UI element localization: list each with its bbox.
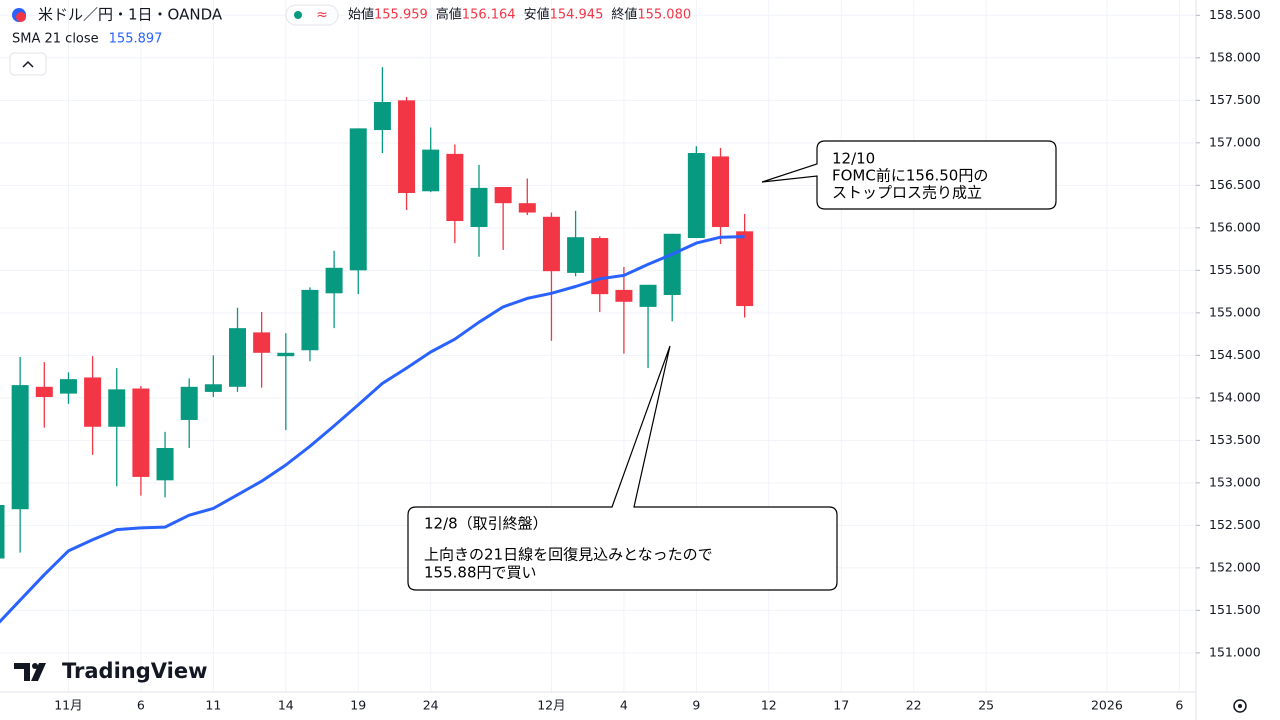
sma-line — [0, 235, 745, 624]
brand-name[interactable]: TradingView — [62, 659, 207, 683]
candle-body — [84, 377, 102, 427]
x-tick-label: 2026 — [1091, 698, 1123, 713]
candle-body — [518, 203, 536, 213]
candle-body — [446, 153, 464, 222]
y-tick-label: 158.000 — [1209, 49, 1261, 64]
y-tick-label: 157.000 — [1209, 134, 1261, 149]
y-tick-label: 155.500 — [1209, 262, 1261, 277]
y-tick-label: 157.500 — [1209, 92, 1261, 107]
y-tick-label: 151.000 — [1209, 644, 1261, 659]
symbol-flag — [16, 12, 26, 22]
indicator-value: 155.897 — [109, 32, 163, 47]
candle-body — [229, 328, 246, 387]
candle-body — [132, 388, 150, 477]
y-tick-label: 152.500 — [1209, 517, 1261, 532]
market-open-dot — [294, 11, 302, 19]
ohlc-value: 155.080 — [637, 8, 691, 23]
x-tick-label: 14 — [278, 698, 294, 713]
collapse-button[interactable] — [9, 52, 47, 76]
candle-body — [35, 386, 53, 398]
candle-body — [494, 187, 512, 204]
x-tick-label: 12 — [761, 698, 777, 713]
candle-body — [11, 385, 29, 510]
symbol-title[interactable]: 米ドル／円・1日・OANDA — [38, 6, 223, 24]
ohlc-legend: 始値 155.959 高値 156.164 安値 154.945 終値 155.080 — [348, 7, 691, 23]
x-tick-label: 22 — [906, 698, 922, 713]
candle-body — [180, 386, 198, 420]
y-tick-label: 154.500 — [1209, 347, 1261, 362]
status-icon: ≈ — [316, 7, 328, 23]
x-tick-label: 6 — [137, 698, 145, 713]
candle-body — [470, 187, 488, 227]
candle-body — [639, 284, 657, 307]
y-tick-label: 151.500 — [1209, 602, 1261, 617]
collapse-icon — [22, 60, 34, 68]
callout-box — [761, 140, 1057, 210]
ohlc-label: 安値 — [524, 7, 550, 23]
x-tick-label: 24 — [423, 698, 439, 713]
candle-body — [156, 448, 174, 481]
ohlc-label: 終値 — [611, 7, 637, 23]
ohlc-value: 154.945 — [550, 8, 604, 23]
x-tick-label: 12月 — [537, 698, 565, 713]
x-tick-label: 17 — [833, 698, 849, 713]
candle-body — [373, 102, 391, 131]
ohlc-label: 高値 — [436, 7, 462, 23]
candle-body — [253, 332, 271, 353]
x-tick-label: 6 — [1175, 698, 1183, 713]
candle-body — [59, 379, 77, 394]
callout-title: 12/8（取引終盤） — [424, 515, 548, 533]
callout-text: ストップロス売り成立 — [832, 184, 982, 202]
candle-body — [108, 389, 126, 427]
brand-logo — [14, 663, 46, 681]
settings-icon — [1238, 704, 1242, 708]
callout-text: 12/10 — [832, 150, 875, 168]
ohlc-value: 156.164 — [462, 8, 516, 23]
settings-button[interactable] — [1233, 699, 1247, 713]
ohlc-value: 155.959 — [374, 8, 428, 23]
y-tick-label: 154.000 — [1209, 389, 1261, 404]
ohlc-label: 始値 — [348, 7, 374, 23]
plot-area — [0, 67, 754, 624]
x-tick-label: 19 — [350, 698, 366, 713]
callout-text: 155.88円で買い — [424, 564, 537, 582]
candle-body — [591, 238, 609, 295]
candle-body — [736, 231, 754, 307]
candle-body — [204, 384, 222, 392]
candle-body — [277, 352, 295, 357]
x-tick-label: 4 — [620, 698, 628, 713]
candle-body — [567, 237, 585, 273]
candle-body — [663, 233, 681, 295]
x-tick-label: 11月 — [54, 698, 82, 713]
callout-text: FOMC前に156.50円の — [832, 167, 988, 185]
candle-body — [687, 153, 705, 239]
candle-body — [712, 156, 729, 227]
y-tick-label: 155.000 — [1209, 304, 1261, 319]
y-tick-label: 153.000 — [1209, 474, 1261, 489]
candle-body — [0, 504, 5, 559]
x-tick-label: 11 — [205, 698, 221, 713]
candle-body — [422, 149, 440, 192]
candle-body — [349, 128, 367, 271]
y-tick-label: 152.000 — [1209, 559, 1261, 574]
market-status[interactable] — [285, 4, 339, 26]
callout-box — [407, 345, 838, 591]
indicator-name[interactable]: SMA 21 close — [12, 32, 99, 47]
callout-text: 上向きの21日線を回復見込みとなったので — [424, 546, 713, 564]
x-tick-label: 9 — [692, 698, 700, 713]
y-tick-label: 153.500 — [1209, 432, 1261, 447]
y-tick-label: 156.000 — [1209, 219, 1261, 234]
x-tick-label: 25 — [978, 698, 994, 713]
candle-body — [542, 216, 560, 272]
candle-body — [398, 100, 416, 193]
candle-body — [301, 289, 319, 351]
candle-body — [615, 289, 633, 302]
candle-body — [325, 267, 343, 294]
y-tick-label: 158.500 — [1209, 7, 1261, 22]
y-tick-label: 156.500 — [1209, 177, 1261, 192]
